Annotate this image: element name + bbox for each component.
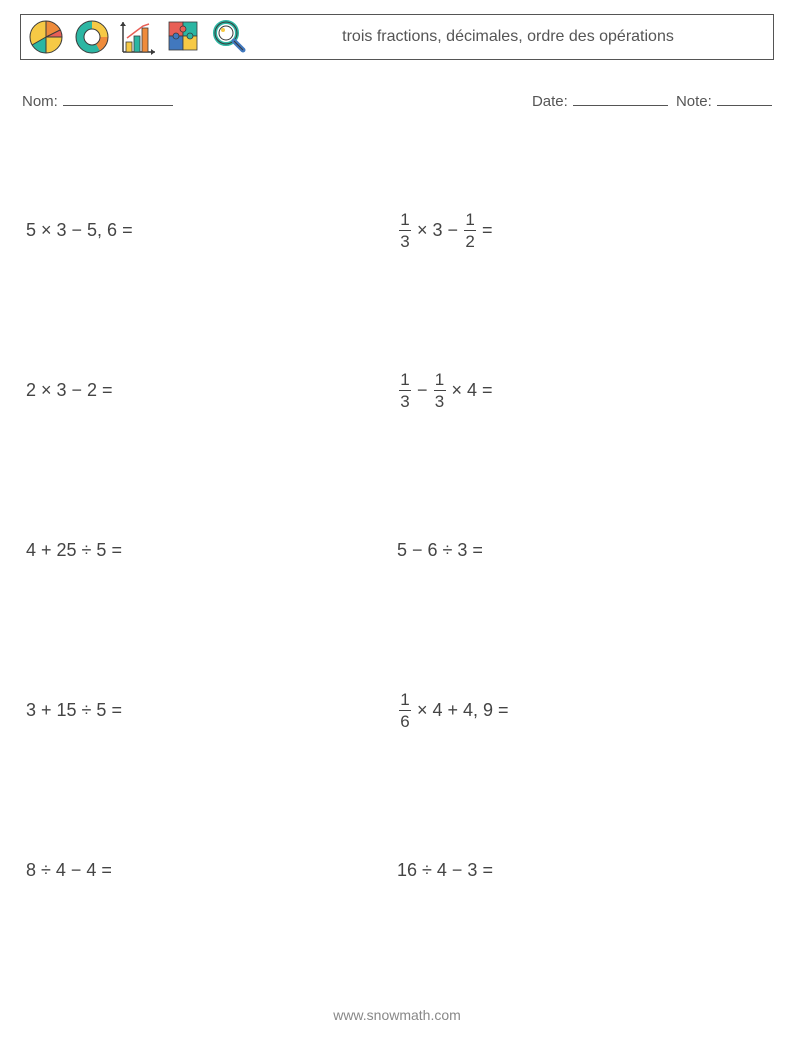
name-field: Nom: [22,90,532,110]
fraction-bar [399,230,411,231]
math-expression: 16 ÷ 4 − 3 = [397,860,493,881]
donut-chart-icon [71,16,113,58]
math-text: − [417,380,428,401]
math-expression: 5 × 3 − 5, 6 = [26,220,133,241]
fraction-denominator: 3 [434,393,445,410]
date-field: Date: [532,90,668,110]
fraction-denominator: 3 [399,393,410,410]
header-icons [21,15,251,59]
note-label: Note: [676,93,712,110]
fraction-numerator: 1 [434,371,445,388]
fraction: 13 [399,371,411,410]
math-expression: 4 + 25 ÷ 5 = [26,540,122,561]
problem-4: 13−13× 4 = [397,310,768,470]
fraction-numerator: 1 [464,211,475,228]
fraction-bar [399,390,411,391]
puzzle-icon [163,16,205,58]
math-expression: 16× 4 + 4, 9 = [397,691,509,730]
fraction-bar [464,230,476,231]
math-expression: 2 × 3 − 2 = [26,380,113,401]
bar-chart-icon [117,16,159,58]
problem-7: 3 + 15 ÷ 5 = [26,630,397,790]
fraction-bar [434,390,446,391]
math-expression: 3 + 15 ÷ 5 = [26,700,122,721]
math-expression: 5 − 6 ÷ 3 = [397,540,483,561]
problem-6: 5 − 6 ÷ 3 = [397,470,768,630]
fraction-denominator: 2 [464,233,475,250]
math-expression: 8 ÷ 4 − 4 = [26,860,112,881]
problem-2: 13× 3 −12= [397,150,768,310]
footer-url: www.snowmath.com [0,1007,794,1023]
name-blank[interactable] [63,90,173,106]
problem-3: 2 × 3 − 2 = [26,310,397,470]
math-text: 4 + 25 ÷ 5 = [26,540,122,561]
fraction-numerator: 1 [399,371,410,388]
math-expression: 13−13× 4 = [397,371,493,410]
fraction: 16 [399,691,411,730]
problem-5: 4 + 25 ÷ 5 = [26,470,397,630]
fraction-denominator: 6 [399,713,410,730]
worksheet-title: trois fractions, décimales, ordre des op… [251,15,773,59]
magnifier-icon [209,16,251,58]
problems-grid: 5 × 3 − 5, 6 =13× 3 −12=2 × 3 − 2 =13−13… [20,150,774,950]
math-text: 2 × 3 − 2 = [26,380,113,401]
fraction: 13 [399,211,411,250]
math-text: × 3 − [417,220,458,241]
math-text: × 4 = [452,380,493,401]
fraction-denominator: 3 [399,233,410,250]
math-expression: 13× 3 −12= [397,211,493,250]
math-text: 5 × 3 − 5, 6 = [26,220,133,241]
fraction-numerator: 1 [399,211,410,228]
name-label: Nom: [22,93,58,110]
math-text: 3 + 15 ÷ 5 = [26,700,122,721]
problem-8: 16× 4 + 4, 9 = [397,630,768,790]
problem-1: 5 × 3 − 5, 6 = [26,150,397,310]
header-box: trois fractions, décimales, ordre des op… [20,14,774,60]
problem-9: 8 ÷ 4 − 4 = [26,790,397,950]
pie-chart-icon [25,16,67,58]
problem-10: 16 ÷ 4 − 3 = [397,790,768,950]
worksheet-page: trois fractions, décimales, ordre des op… [0,0,794,1053]
date-label: Date: [532,93,568,110]
fraction: 12 [464,211,476,250]
date-blank[interactable] [573,90,668,106]
note-field: Note: [676,90,772,110]
fraction-numerator: 1 [399,691,410,708]
fraction-bar [399,710,411,711]
math-text: × 4 + 4, 9 = [417,700,509,721]
math-text: = [482,220,493,241]
math-text: 5 − 6 ÷ 3 = [397,540,483,561]
math-text: 8 ÷ 4 − 4 = [26,860,112,881]
fraction: 13 [434,371,446,410]
note-blank[interactable] [717,90,772,106]
info-row: Nom: Date: Note: [20,90,774,110]
math-text: 16 ÷ 4 − 3 = [397,860,493,881]
